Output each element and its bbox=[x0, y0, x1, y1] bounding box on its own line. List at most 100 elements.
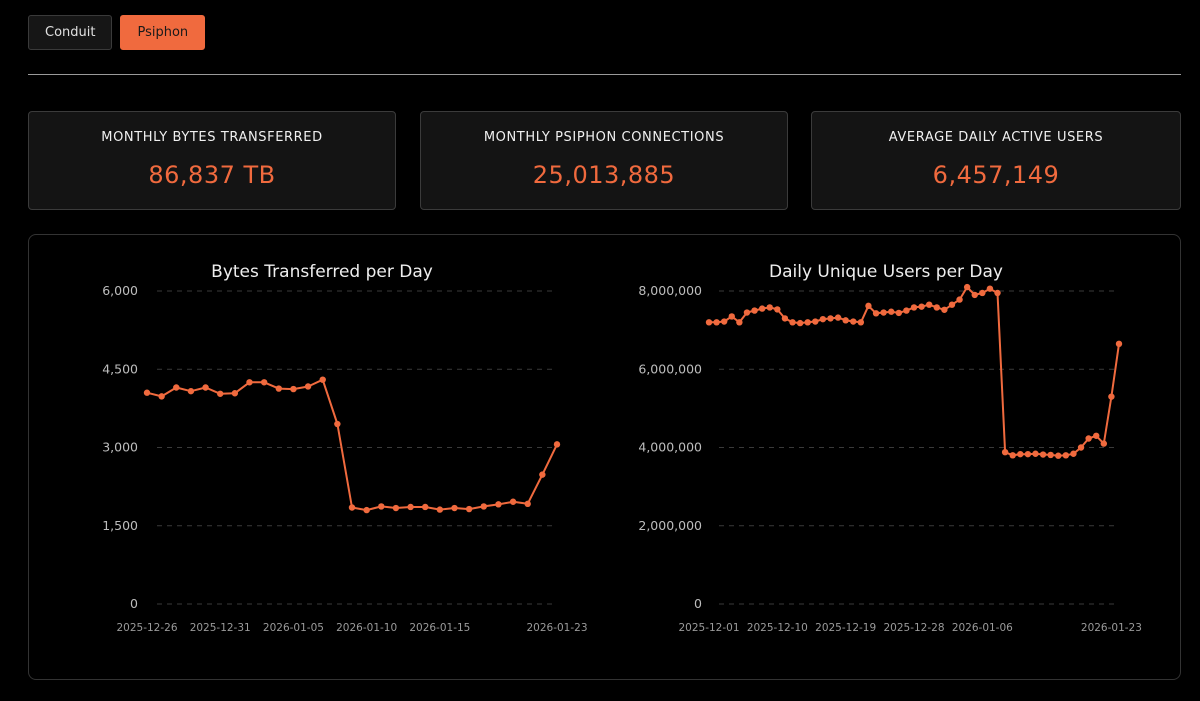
bytes-data-point bbox=[378, 503, 385, 510]
users-x-tick-label: 2026-01-06 bbox=[952, 622, 1013, 634]
bytes-data-point bbox=[231, 390, 239, 397]
bytes-data-point bbox=[407, 503, 414, 511]
stat-value-connections: 25,013,885 bbox=[532, 161, 676, 189]
bytes-x-tick-label: 2026-01-23 bbox=[526, 622, 587, 634]
users-data-point bbox=[910, 304, 918, 311]
bytes-y-tick-label: 6,000 bbox=[102, 283, 138, 298]
users-data-point bbox=[751, 307, 758, 314]
tab-bar: Conduit Psiphon bbox=[28, 15, 206, 50]
bytes-y-tick-label: 0 bbox=[130, 596, 138, 611]
bytes-data-point bbox=[158, 393, 165, 400]
bytes-data-point bbox=[143, 389, 151, 396]
users-y-tick-label: 4,000,000 bbox=[638, 440, 702, 455]
users-data-point bbox=[1085, 435, 1092, 442]
users-data-point bbox=[850, 318, 857, 325]
users-data-point bbox=[705, 319, 713, 326]
bytes-data-point bbox=[480, 503, 487, 510]
users-data-point bbox=[1100, 440, 1108, 447]
bytes-data-point bbox=[187, 387, 195, 395]
tab-psiphon[interactable]: Psiphon bbox=[120, 15, 206, 50]
bytes-data-point bbox=[246, 379, 253, 386]
bytes-data-point bbox=[524, 500, 531, 508]
bytes-y-tick-label: 1,500 bbox=[102, 518, 138, 533]
bytes-x-tick-label: 2025-12-31 bbox=[190, 622, 251, 634]
stat-card-connections: MONTHLY PSIPHON CONNECTIONS 25,013,885 bbox=[420, 111, 788, 210]
bytes-data-point bbox=[392, 504, 400, 512]
users-data-point bbox=[1017, 450, 1024, 458]
users-x-tick-label: 2025-12-01 bbox=[678, 622, 739, 634]
users-data-point bbox=[895, 309, 903, 317]
users-y-tick-label: 0 bbox=[694, 596, 702, 611]
stat-label-connections: MONTHLY PSIPHON CONNECTIONS bbox=[483, 130, 725, 145]
users-data-point bbox=[956, 296, 963, 303]
users-data-point bbox=[1093, 432, 1100, 439]
bytes-x-tick-label: 2026-01-15 bbox=[409, 622, 470, 634]
users-data-point bbox=[1001, 448, 1009, 456]
bytes-data-point bbox=[290, 385, 297, 393]
users-data-point bbox=[720, 318, 728, 325]
users-data-point bbox=[903, 307, 910, 314]
bytes-data-point bbox=[173, 384, 180, 391]
bytes-y-tick-label: 4,500 bbox=[102, 361, 138, 376]
bytes-series-line bbox=[146, 378, 558, 512]
users-y-tick-label: 8,000,000 bbox=[638, 283, 702, 298]
users-data-point bbox=[789, 319, 796, 326]
users-data-point bbox=[963, 283, 971, 291]
stat-card-users: AVERAGE DAILY ACTIVE USERS 6,457,149 bbox=[811, 111, 1181, 210]
bytes-chart-title: Bytes Transferred per Day bbox=[211, 262, 433, 282]
users-data-point bbox=[827, 315, 834, 322]
users-data-point bbox=[1032, 450, 1039, 457]
tab-conduit[interactable]: Conduit bbox=[28, 15, 113, 50]
users-data-point bbox=[743, 309, 751, 316]
stat-label-users: AVERAGE DAILY ACTIVE USERS bbox=[888, 130, 1104, 145]
users-x-tick-label: 2025-12-19 bbox=[815, 622, 876, 634]
users-data-point bbox=[1070, 450, 1077, 457]
users-data-point bbox=[857, 319, 865, 326]
bytes-data-point bbox=[451, 504, 458, 512]
users-chart-title: Daily Unique Users per Day bbox=[769, 262, 1003, 282]
bytes-data-point bbox=[319, 376, 326, 383]
users-data-point bbox=[758, 305, 766, 312]
users-data-point bbox=[1047, 451, 1054, 459]
users-data-point bbox=[774, 306, 781, 313]
users-data-point bbox=[979, 289, 986, 297]
users-data-point bbox=[812, 318, 819, 325]
bytes-data-point bbox=[304, 383, 312, 390]
bytes-data-point bbox=[553, 441, 561, 448]
stat-value-users: 6,457,149 bbox=[932, 161, 1060, 189]
users-data-point bbox=[842, 317, 849, 324]
bytes-y-tick-label: 3,000 bbox=[102, 440, 138, 455]
users-data-point bbox=[872, 310, 880, 317]
users-y-tick-label: 2,000,000 bbox=[638, 518, 702, 533]
users-data-point bbox=[1039, 451, 1047, 458]
bytes-x-tick-label: 2026-01-05 bbox=[263, 622, 324, 634]
users-data-point bbox=[796, 319, 804, 327]
users-data-point bbox=[971, 291, 978, 299]
users-data-point bbox=[986, 285, 994, 292]
users-data-point bbox=[781, 315, 789, 322]
users-data-point bbox=[713, 319, 720, 326]
users-data-point bbox=[728, 313, 735, 320]
users-data-point bbox=[1024, 450, 1032, 458]
bytes-x-tick-label: 2025-12-26 bbox=[116, 622, 177, 634]
bytes-data-point bbox=[509, 498, 517, 505]
users-x-tick-label: 2025-12-10 bbox=[747, 622, 808, 634]
bytes-data-point bbox=[275, 385, 282, 392]
users-data-point bbox=[1009, 452, 1016, 459]
users-data-point bbox=[736, 319, 743, 326]
users-data-point bbox=[1115, 340, 1123, 348]
users-data-point bbox=[994, 289, 1001, 297]
bytes-data-point bbox=[334, 420, 341, 428]
users-data-point bbox=[865, 302, 872, 310]
users-data-point bbox=[834, 314, 842, 321]
bytes-data-point bbox=[363, 506, 370, 514]
users-x-tick-label: 2026-01-23 bbox=[1081, 622, 1142, 634]
users-data-point bbox=[1062, 452, 1070, 459]
users-data-point bbox=[925, 301, 933, 308]
stat-label-bytes: MONTHLY BYTES TRANSFERRED bbox=[101, 130, 323, 145]
bytes-data-point bbox=[539, 471, 546, 478]
users-data-point bbox=[948, 301, 956, 308]
bytes-data-point bbox=[202, 384, 209, 391]
users-data-point bbox=[880, 309, 887, 316]
users-data-point bbox=[918, 303, 925, 310]
